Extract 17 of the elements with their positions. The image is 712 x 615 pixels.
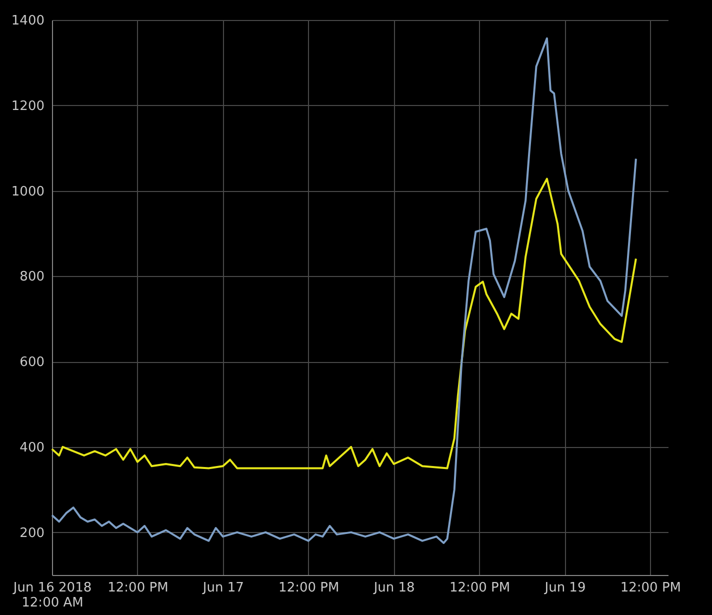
line-series [51, 178, 637, 470]
y-tick-label: 1000 [11, 184, 44, 200]
x-tick-label: Jun 16 2018 12:00 AM [12, 580, 92, 610]
x-tick-label: Jun 17 [202, 580, 244, 596]
y-tick-label: 1400 [11, 14, 44, 28]
y-tick-label: 400 [20, 440, 44, 456]
line-series [51, 37, 637, 544]
y-tick-label: 1200 [11, 98, 44, 114]
x-tick-label: Jun 19 [544, 580, 586, 596]
y-tick-label: 600 [20, 355, 44, 370]
x-tick-label: 12:00 PM [108, 580, 168, 596]
y-tick-label: 200 [20, 526, 44, 541]
x-tick-label: Jun 18 [372, 580, 415, 596]
x-tick-label: 12:00 PM [620, 580, 682, 596]
y-tick-label: 800 [20, 270, 44, 285]
x-tick-label: 12:00 PM [278, 580, 340, 596]
x-tick-label: 12:00 PM [449, 580, 510, 596]
